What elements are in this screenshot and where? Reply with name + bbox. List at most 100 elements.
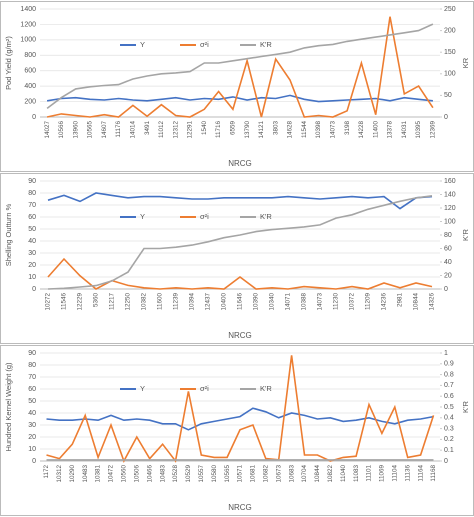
x-tick-label: 12250 [125,293,132,311]
x-tick-label: 10272 [45,293,52,311]
x-tick-label: 10683 [288,465,295,483]
y2-tick-label: 250 [444,6,456,13]
x-tick-label: 14228 [358,121,365,139]
y2-tick-label: 0.8 [444,371,454,378]
y2-axis-label: KR [461,57,470,68]
x-tick-label: 3803 [272,121,279,136]
x-tick-label: 11176 [115,121,122,138]
x-tick-label: 11164 [417,465,424,482]
x-tick-label: 10372 [349,293,356,311]
x-tick-label: 12437 [205,293,212,311]
y-tick-label: 40 [28,238,36,245]
x-tick-label: 3198 [344,121,351,136]
y2-tick-label: 40 [444,259,452,266]
y2-tick-label: 0.6 [444,393,454,400]
x-tick-label: 11544 [301,121,308,139]
y2-tick-label: 0.1 [444,447,454,454]
x-tick-label: 11600 [157,293,164,311]
legend-label: Y [140,212,145,221]
y2-tick-label: 1 [444,350,448,357]
y-tick-label: 1200 [20,21,36,28]
x-tick-label: 13790 [244,121,251,139]
y-tick-label: 40 [28,410,36,417]
x-tick-label: 14607 [101,121,108,139]
legend-label: K'R [260,212,272,221]
series-line [47,195,433,290]
y-tick-label: 90 [28,178,36,185]
y-tick-label: 0 [32,458,36,465]
y-tick-label: 50 [28,226,36,233]
x-tick-label: 10312 [56,465,63,483]
x-tick-label: 11230 [333,293,340,311]
x-axis-label: NRCG [228,331,252,340]
x-tick-label: 13378 [387,121,394,139]
x-tick-label: 11168 [430,465,437,482]
x-tick-label: 11239 [173,293,180,311]
y-tick-label: 70 [28,374,36,381]
x-tick-label: 11040 [340,465,347,483]
y2-tick-label: 0.5 [444,404,454,411]
x-tick-label: 10673 [275,465,282,483]
x-tick-label: 10528 [172,465,179,483]
x-tick-label: 11546 [61,293,68,311]
x-tick-label: 11209 [365,293,372,311]
y-tick-label: 90 [28,350,36,357]
y2-tick-label: 100 [444,218,456,225]
x-tick-label: 6559 [230,121,237,136]
x-tick-label: 10390 [253,293,260,311]
x-tick-label: 10381 [95,465,102,483]
y2-tick-label: 200 [444,27,456,34]
y-axis-label: Shelling Outturn % [4,203,13,266]
x-tick-label: 14073 [317,293,324,311]
y2-tick-label: 20 [444,272,452,279]
y2-tick-label: 150 [444,49,456,56]
y-tick-label: 80 [28,362,36,369]
y-tick-label: 10 [28,446,36,453]
x-tick-label: 10340 [269,293,276,311]
y-tick-label: 70 [28,202,36,209]
x-tick-label: 12312 [172,121,179,139]
x-tick-label: 10560 [121,465,128,483]
x-tick-label: 10483 [82,465,89,483]
legend-label: Y [140,384,145,393]
y-tick-label: 20 [28,434,36,441]
x-tick-label: 11101 [366,465,373,482]
x-tick-label: 2981 [397,293,404,308]
x-tick-label: 12229 [77,293,84,311]
x-tick-label: 10466 [146,465,153,483]
y-tick-label: 30 [28,250,36,257]
y2-tick-label: 0 [444,286,448,293]
series-line [46,94,433,103]
x-tick-label: 11069 [379,465,386,483]
x-tick-label: 14073 [330,121,337,139]
legend-label: K'R [260,384,272,393]
y2-tick-label: 140 [444,191,456,198]
x-tick-label: 10557 [198,465,205,483]
panel [0,345,474,516]
x-tick-label: 14014 [130,121,137,139]
x-tick-label: 10571 [237,465,244,483]
x-tick-label: 1172 [43,465,50,479]
x-tick-label: 12369 [430,121,437,139]
y-tick-label: 20 [28,262,36,269]
x-tick-label: 10704 [301,465,308,483]
y-tick-label: 0 [32,114,36,121]
series-line [47,257,433,290]
x-tick-label: 10472 [108,465,115,483]
legend-label: σ²i [200,384,209,393]
y2-tick-label: 100 [444,71,456,78]
x-tick-label: 14027 [44,121,51,139]
y-tick-label: 200 [24,98,36,105]
x-tick-label: 10400 [221,293,228,311]
x-tick-label: 14031 [401,121,408,139]
x-tick-label: 11083 [353,465,360,483]
x-tick-label: 11217 [109,293,116,311]
x-tick-label: 11136 [404,465,411,482]
y-tick-label: 80 [28,190,36,197]
y-tick-label: 800 [24,52,36,59]
y2-tick-label: 50 [444,92,452,99]
y2-tick-label: 0 [444,458,448,465]
y-tick-label: 400 [24,83,36,90]
y-tick-label: 60 [28,386,36,393]
y2-axis-label: K'R [461,400,470,412]
